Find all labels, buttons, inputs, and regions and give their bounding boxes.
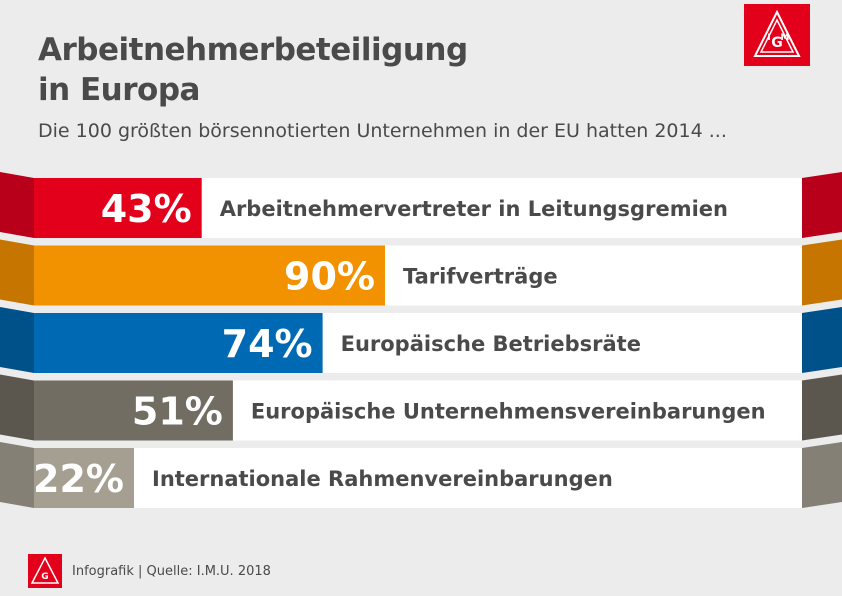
bar-track — [34, 448, 802, 508]
data-label: 43% — [101, 187, 192, 231]
bar — [34, 313, 323, 373]
svg-text:G: G — [41, 572, 48, 582]
category-label: Europäische Unternehmensvereinbarungen — [251, 400, 766, 424]
title-line-2: in Europa — [38, 72, 200, 108]
category-label: Europäische Betriebsräte — [341, 332, 641, 356]
bar-fold-right — [802, 307, 842, 373]
category-label: Arbeitnehmervertreter in Leitungsgremien — [220, 197, 728, 221]
data-label: 74% — [222, 322, 313, 366]
bar-fold-left — [0, 239, 34, 306]
chart-title: Arbeitnehmerbeteiligung in Europa — [38, 30, 468, 110]
data-label: 51% — [132, 390, 223, 434]
category-label: Tarifverträge — [403, 265, 558, 289]
bar-fold-left — [0, 374, 34, 441]
source-note: Infografik | Quelle: I.M.U. 2018 — [72, 564, 271, 579]
ig-metall-logo: G I M — [744, 4, 810, 66]
bar — [34, 380, 233, 441]
bar — [34, 448, 134, 508]
logo-small-icon: G — [30, 556, 60, 584]
category-label: Internationale Rahmenvereinbarungen — [152, 467, 613, 491]
svg-text:G: G — [771, 35, 783, 51]
svg-text:I: I — [767, 33, 770, 43]
bar-fold-left — [0, 442, 34, 508]
title-line-1: Arbeitnehmerbeteiligung — [38, 32, 468, 68]
bar-fold-right — [802, 442, 842, 508]
bar — [34, 245, 385, 306]
svg-text:M: M — [781, 33, 790, 43]
bar — [34, 178, 202, 238]
bar-fold-right — [802, 172, 842, 238]
ig-metall-logo-small: G — [28, 554, 62, 588]
logo-icon: G I M — [753, 9, 801, 57]
bar-fold-left — [0, 307, 34, 373]
chart-subtitle: Die 100 größten börsennotierten Unterneh… — [38, 120, 727, 142]
bar-fold-left — [0, 172, 34, 238]
data-label: 22% — [33, 457, 124, 501]
bar-fold-right — [802, 374, 842, 441]
bar-fold-right — [802, 239, 842, 306]
data-label: 90% — [284, 255, 375, 299]
